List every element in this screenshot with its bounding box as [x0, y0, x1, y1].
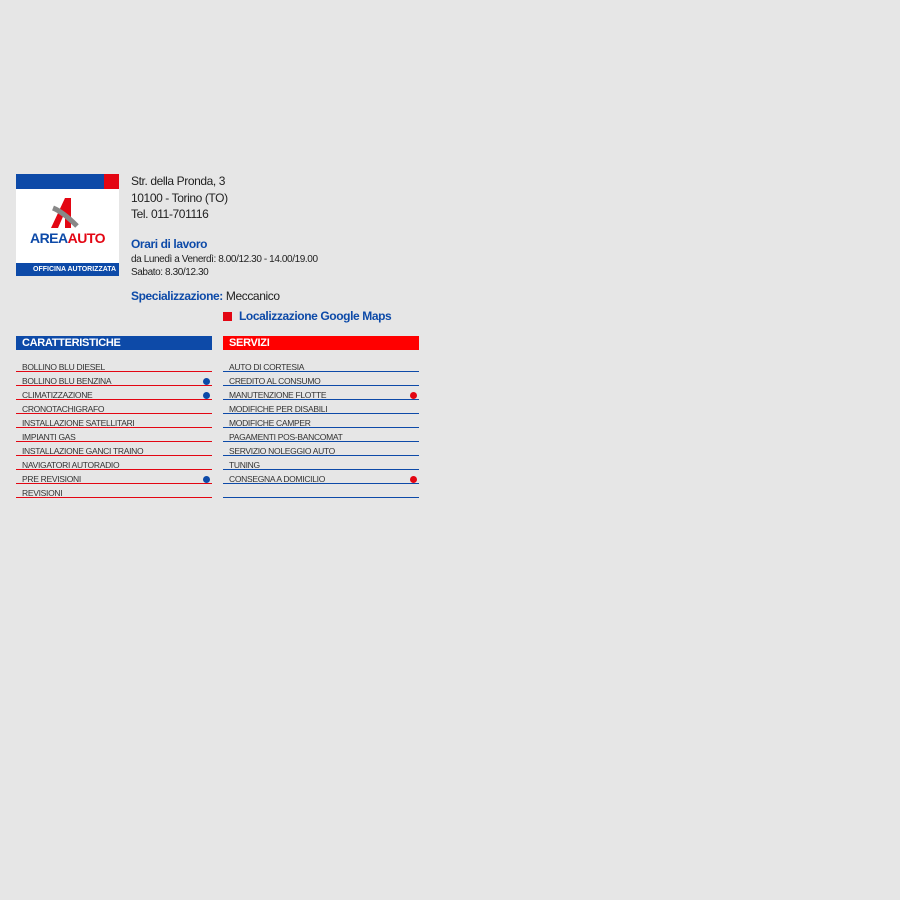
item-label: PAGAMENTI POS-BANCOMAT — [229, 432, 343, 442]
hours-line: Sabato: 8.30/12.30 — [131, 267, 209, 278]
brand-right: AUTO — [67, 230, 106, 246]
address-line: Str. della Pronda, 3 — [131, 174, 226, 188]
address-line: 10100 - Torino (TO) — [131, 191, 228, 205]
item-label: IMPIANTI GAS — [22, 432, 76, 442]
spec-value: Meccanico — [225, 289, 280, 303]
services-list: SERVIZI AUTO DI CORTESIA CREDITO AL CONSU… — [223, 336, 419, 498]
item-dot — [410, 476, 417, 483]
address-line: Tel. 011-701116 — [131, 207, 209, 221]
item-dot — [203, 476, 210, 483]
list-item: CRONOTACHIGRAFO — [16, 400, 212, 414]
brand-left: AREA — [29, 230, 68, 246]
list-item: IMPIANTI GAS — [16, 428, 212, 442]
list-item: INSTALLAZIONE GANCI TRAINO — [16, 442, 212, 456]
logo: AREAAUTO OFFICINA AUTORIZZATA — [16, 174, 119, 276]
list-item: SERVIZIO NOLEGGIO AUTO — [223, 442, 419, 456]
list-item: NAVIGATORI AUTORADIO — [16, 456, 212, 470]
list-header: CARATTERISTICHE — [16, 336, 212, 350]
list-item: TUNING — [223, 456, 419, 470]
hours: da Lunedì a Venerdì: 8.00/12.30 - 14.00/… — [131, 253, 318, 279]
logo-square — [104, 174, 119, 189]
item-label: SERVIZIO NOLEGGIO AUTO — [229, 446, 335, 456]
item-label: CLIMATIZZAZIONE — [22, 390, 93, 400]
item-label: REVISIONI — [22, 488, 63, 498]
list-spacer — [223, 484, 419, 498]
hours-title: Orari di lavoro — [131, 237, 208, 251]
item-label: BOLLINO BLU BENZINA — [22, 376, 112, 386]
item-label: NAVIGATORI AUTORADIO — [22, 460, 120, 470]
item-dot — [203, 378, 210, 385]
item-label: PRE REVISIONI — [22, 474, 81, 484]
item-label: BOLLINO BLU DIESEL — [22, 362, 105, 372]
item-dot — [410, 392, 417, 399]
specialization: Specializzazione: Meccanico — [131, 288, 280, 304]
list-item: CREDITO AL CONSUMO — [223, 372, 419, 386]
list-item: AUTO DI CORTESIA — [223, 358, 419, 372]
list-item: REVISIONI — [16, 484, 212, 498]
list-item: PRE REVISIONI — [16, 470, 212, 484]
list-item: CONSEGNA A DOMICILIO — [223, 470, 419, 484]
logo-bar — [16, 174, 104, 189]
list-item: PAGAMENTI POS-BANCOMAT — [223, 428, 419, 442]
list-item: MODIFICHE CAMPER — [223, 414, 419, 428]
list-header: SERVIZI — [223, 336, 419, 350]
hours-line: da Lunedì a Venerdì: 8.00/12.30 - 14.00/… — [131, 254, 318, 265]
item-dot — [203, 392, 210, 399]
item-label: TUNING — [229, 460, 260, 470]
address: Str. della Pronda, 3 10100 - Torino (TO)… — [131, 173, 228, 222]
map-link[interactable]: Localizzazione Google Maps — [239, 309, 392, 323]
list-item: MANUTENZIONE FLOTTE — [223, 386, 419, 400]
item-label: CREDITO AL CONSUMO — [229, 376, 321, 386]
list-item: MODIFICHE PER DISABILI — [223, 400, 419, 414]
item-label: CRONOTACHIGRAFO — [22, 404, 105, 414]
logo-tagline: OFFICINA AUTORIZZATA — [16, 263, 119, 276]
item-label: MODIFICHE CAMPER — [229, 418, 311, 428]
list-item: BOLLINO BLU DIESEL — [16, 358, 212, 372]
item-label: CONSEGNA A DOMICILIO — [229, 474, 326, 484]
item-label: INSTALLAZIONE GANCI TRAINO — [22, 446, 144, 456]
list-item: INSTALLAZIONE SATELLITARI — [16, 414, 212, 428]
features-list: CARATTERISTICHE BOLLINO BLU DIESEL BOLLIN… — [16, 336, 212, 498]
logo-brand: AREAAUTO — [16, 230, 119, 246]
list-item: CLIMATIZZAZIONE — [16, 386, 212, 400]
item-label: MODIFICHE PER DISABILI — [229, 404, 328, 414]
logo-icon — [51, 198, 79, 228]
list-item: BOLLINO BLU BENZINA — [16, 372, 212, 386]
item-label: AUTO DI CORTESIA — [229, 362, 305, 372]
item-label: MANUTENZIONE FLOTTE — [229, 390, 327, 400]
spec-label: Specializzazione: — [131, 289, 223, 303]
item-label: INSTALLAZIONE SATELLITARI — [22, 418, 135, 428]
link-bullet — [223, 312, 232, 321]
